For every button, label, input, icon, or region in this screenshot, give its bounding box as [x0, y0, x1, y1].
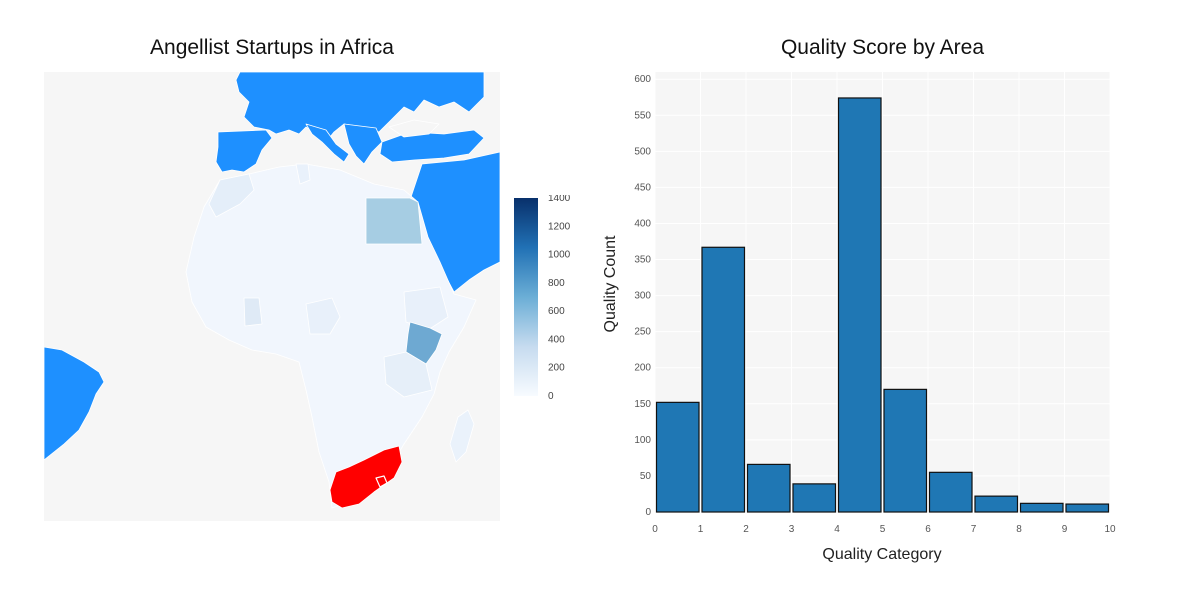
region-tanzania[interactable]: [383, 351, 433, 398]
colorbar-tick-label: 1000: [548, 250, 571, 261]
region-europe[interactable]: [235, 72, 485, 143]
x-tick-label: 9: [1062, 524, 1068, 535]
y-tick-label: 250: [634, 327, 651, 338]
y-tick-label: 550: [634, 110, 651, 121]
y-tick-label: 150: [634, 399, 651, 410]
x-tick-label: 4: [834, 524, 840, 535]
y-tick-label: 100: [634, 435, 651, 446]
region-turkey[interactable]: [379, 129, 485, 163]
histogram-bar[interactable]: [837, 97, 882, 513]
map-title: Angellist Startups in Africa: [150, 36, 394, 59]
y-tick-label: 200: [634, 363, 651, 374]
region-black-sea: [388, 119, 440, 138]
region-south-america[interactable]: [44, 346, 105, 461]
region-balkans[interactable]: [343, 123, 383, 165]
histogram-bar[interactable]: [746, 463, 791, 513]
colorbar-tick-label: 800: [548, 278, 565, 289]
histogram-chart[interactable]: 0 50 100 150 200 250 300 350 400 450 500 550 600 0 1 2…: [598, 72, 1138, 572]
x-tick-label: 8: [1016, 524, 1022, 535]
y-tick-label: 400: [634, 218, 651, 229]
colorbar-gradient: [514, 198, 538, 396]
colorbar-tick-label: 200: [548, 363, 565, 374]
region-nigeria[interactable]: [305, 297, 341, 335]
colorbar-tick-label: 400: [548, 334, 565, 345]
histogram-title: Quality Score by Area: [780, 36, 985, 59]
region-iberia[interactable]: [215, 129, 273, 173]
y-tick-label: 350: [634, 255, 651, 266]
x-tick-label: 5: [880, 524, 886, 535]
x-tick-label: 0: [652, 524, 658, 535]
colorbar-tick-label: 0: [548, 391, 554, 402]
y-tick-label: 450: [634, 182, 651, 193]
x-tick-label: 6: [925, 524, 931, 535]
y-tick-label: 600: [634, 74, 651, 85]
histogram-bar[interactable]: [655, 401, 700, 513]
histogram-bar[interactable]: [792, 483, 837, 513]
y-axis-label: Quality Count: [602, 235, 619, 332]
x-tick-label: 7: [971, 524, 977, 535]
region-italy[interactable]: [305, 123, 350, 163]
region-morocco[interactable]: [208, 173, 255, 218]
x-tick-label: 3: [789, 524, 795, 535]
region-egypt[interactable]: [365, 197, 423, 245]
map-colorbar: 0 200 400 600 800 1000 1200 1400: [514, 195, 571, 402]
y-tick-label: 50: [640, 471, 652, 482]
x-tick-label: 10: [1104, 524, 1116, 535]
histogram-bar[interactable]: [928, 471, 973, 513]
choropleth-map[interactable]: [44, 72, 500, 521]
y-tick-label: 300: [634, 291, 651, 302]
region-ethiopia[interactable]: [403, 286, 449, 331]
histogram-bar[interactable]: [1065, 503, 1110, 513]
y-tick-label: 500: [634, 146, 651, 157]
histogram-bar[interactable]: [1019, 502, 1064, 513]
histogram-bar[interactable]: [883, 388, 928, 513]
y-tick-label: 0: [645, 507, 651, 518]
histogram-bar[interactable]: [974, 495, 1019, 513]
colorbar-tick-label: 1200: [548, 221, 571, 232]
region-madagascar[interactable]: [449, 409, 475, 463]
region-ghana[interactable]: [243, 297, 263, 327]
region-lesotho[interactable]: [375, 475, 388, 488]
x-tick-label: 2: [743, 524, 749, 535]
histogram-bar[interactable]: [701, 246, 746, 513]
region-tunisia[interactable]: [295, 163, 311, 185]
x-tick-label: 1: [698, 524, 704, 535]
region-south-africa[interactable]: [329, 445, 403, 509]
colorbar-tick-label: 600: [548, 306, 565, 317]
region-kenya[interactable]: [405, 321, 443, 365]
colorbar-tick-label: 1400: [548, 195, 571, 204]
x-axis-label: Quality Category: [822, 546, 941, 563]
